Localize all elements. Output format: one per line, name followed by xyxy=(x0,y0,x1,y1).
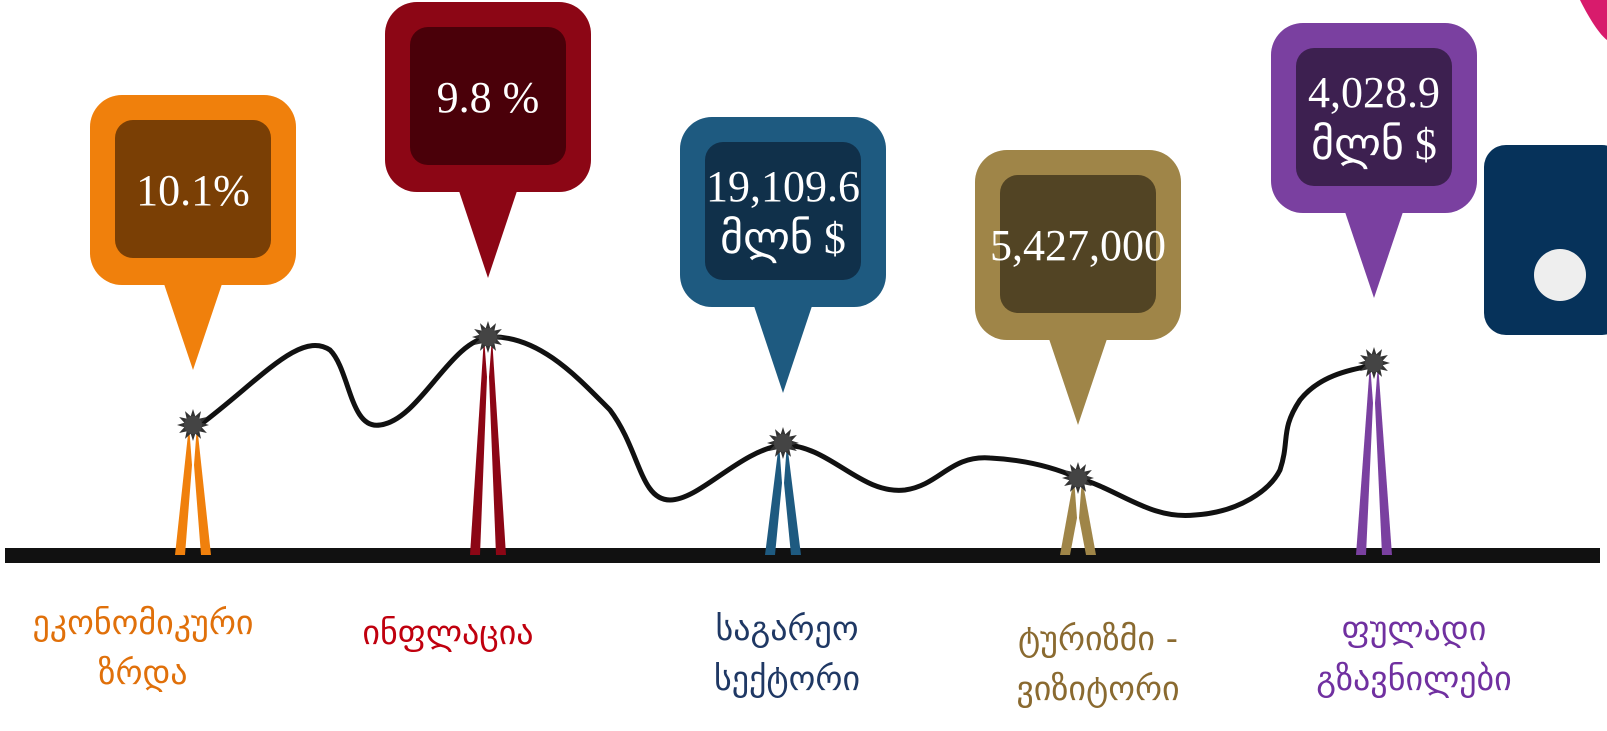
decor-panel xyxy=(1484,145,1607,335)
pin-leg xyxy=(489,337,506,555)
infographic: 10.1% ეკონომიკური ზრდა 9.8 % ინფლაცია 19,109.… xyxy=(0,0,1607,731)
label-text: ფულადი xyxy=(1342,609,1487,649)
value-text: 4,028.9 xyxy=(1308,68,1440,117)
pin-head xyxy=(479,328,497,346)
pin-leg xyxy=(1060,478,1077,555)
balloon-pointer xyxy=(161,275,225,370)
pin-head xyxy=(1365,354,1383,372)
label-text: სექტორი xyxy=(714,659,860,699)
decor-dot xyxy=(1534,249,1586,301)
pin-head xyxy=(184,416,202,434)
pin-leg xyxy=(175,425,192,555)
value-text: მლნ $ xyxy=(1311,120,1437,170)
pin-leg xyxy=(470,337,487,555)
pin-leg xyxy=(194,425,211,555)
label-text: გზავნილები xyxy=(1316,659,1511,699)
value-text: 5,427,000 xyxy=(990,221,1166,270)
label-text: ზრდა xyxy=(98,653,187,693)
pin-leg xyxy=(1079,478,1096,555)
value-text: 9.8 % xyxy=(437,73,540,122)
pin-leg xyxy=(1375,363,1392,555)
label-text: ინფლაცია xyxy=(362,613,533,653)
pin-head xyxy=(774,434,792,452)
indicator: 5,427,000 ტურიზმი - ვიზიტორი xyxy=(975,150,1181,709)
value-text: 19,109.6 xyxy=(706,162,860,211)
indicator: 10.1% ეკონომიკური ზრდა xyxy=(33,95,296,693)
label-text: ვიზიტორი xyxy=(1016,669,1179,709)
balloon-pointer xyxy=(456,182,520,278)
balloon-pointer xyxy=(751,297,815,393)
balloon-pointer xyxy=(1342,203,1406,298)
pin-leg xyxy=(765,443,782,555)
label-text: ეკონომიკური xyxy=(33,603,254,643)
pin-leg xyxy=(784,443,801,555)
label-text: ტურიზმი - xyxy=(1018,619,1178,659)
label-text: საგარეო xyxy=(715,609,858,649)
pin-leg xyxy=(1356,363,1373,555)
value-text: მლნ $ xyxy=(720,214,846,264)
pin-head xyxy=(1069,469,1087,487)
balloon-pointer xyxy=(1046,330,1110,425)
decor-blob xyxy=(1580,0,1607,40)
value-text: 10.1% xyxy=(136,166,250,215)
